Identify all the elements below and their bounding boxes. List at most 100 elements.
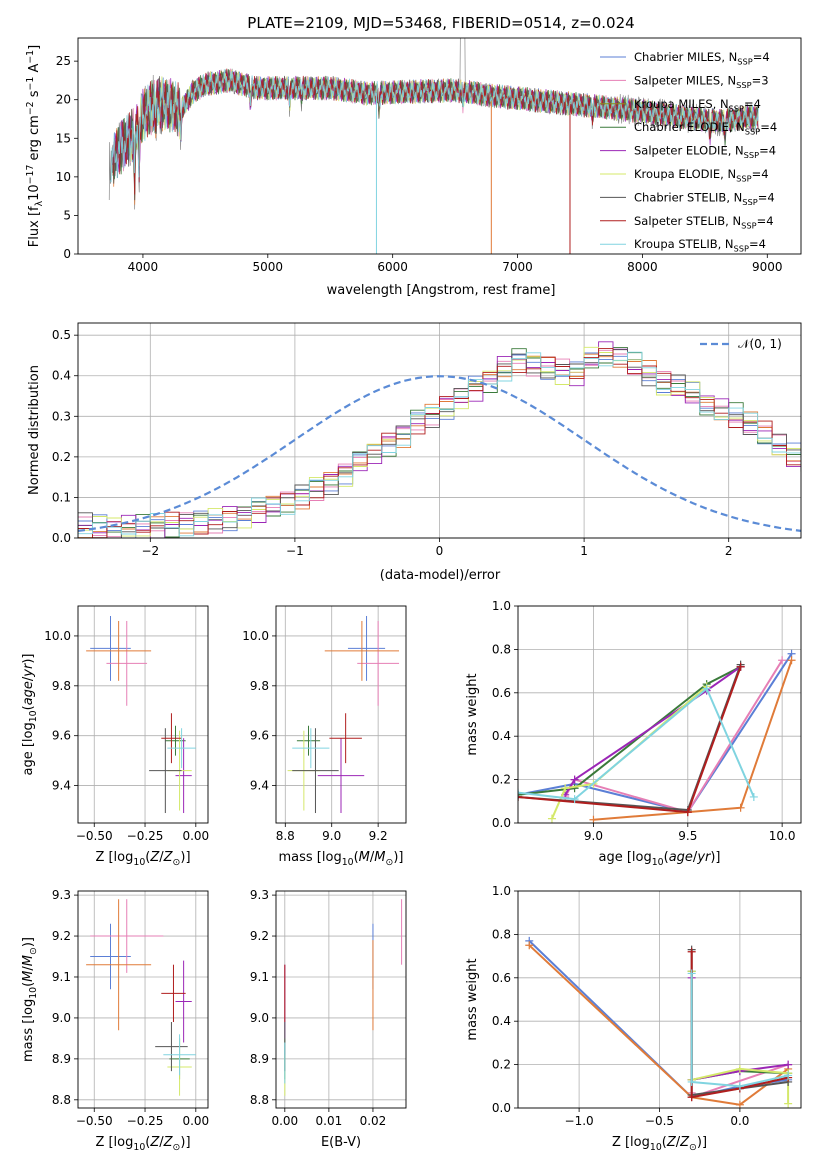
panel-weight_vs_age: 9.0 9.5 10.0 0.0 0.2 0.4 0.6 0.8 1.0 age [log10(a… [465,599,802,868]
x-tick-label: 6000 [377,260,408,274]
y-axis-label: mass weight [465,958,480,1040]
x-tick-label: 0.02 [360,1114,387,1128]
axes-frame [77,322,802,539]
x-tick-label: −1 [286,544,304,558]
weight-marker [784,1099,793,1108]
plot-area [525,936,793,1108]
plot-area [287,615,400,814]
errorbar-point [292,728,339,814]
y-tick-label: 0.4 [492,1014,511,1028]
y-tick-label: 8.8 [52,1093,71,1107]
weight-marker [518,788,522,797]
y-tick-label: 0.0 [492,816,511,830]
errorbar-point [163,1034,196,1076]
weight-series-line [593,659,793,821]
x-axis-label: Z [log10(Z/Z⊙)] [612,1135,707,1153]
x-tick-label: 5000 [253,260,284,274]
histogram-step-line [78,341,801,538]
errorbar-point [317,738,365,814]
y-tick-label: 20 [56,93,71,107]
y-tick-label: 0.5 [52,328,71,342]
x-axis-label: Z [log10(Z/Z⊙)] [95,850,190,868]
y-tick-label: 1.0 [492,599,511,613]
x-tick-label: 8000 [627,260,658,274]
y-tick-label: 10.0 [44,629,71,643]
histogram-legend: 𝒩(0, 1) [700,337,782,351]
y-tick-label: 25 [56,54,71,68]
errorbar-point [86,620,152,681]
figure-title: PLATE=2109, MJD=53468, FIBERID=0514, z=0… [247,14,634,32]
legend-label: Kroupa ELODIE, NSSP=4 [634,167,769,183]
weight-marker [561,784,570,793]
y-tick-label: 9.1 [52,970,71,984]
x-tick-label: 2 [725,544,733,558]
legend-label: 𝒩(0, 1) [738,337,782,351]
legend-label: Kroupa STELIB, NSSP=4 [634,237,766,253]
y-tick-label: 9.1 [250,970,269,984]
x-tick-label: −0.25 [127,1114,164,1128]
legend-label: Salpeter MILES, NSSP=3 [634,73,769,89]
weight-marker [735,1100,744,1108]
panel-mass_vs_Z: −0.50 −0.25 0.00 8.8 8.9 9.0 9.1 9.2 9.3 Z [log10… [21,888,209,1153]
x-tick-label: 9.0 [322,829,341,843]
x-axis-label: mass [log10(M/M⊙)] [279,850,404,868]
y-tick-label: 9.6 [250,729,269,743]
panel-weight_vs_Z: −1.0 −0.5 0.0 0.0 0.2 0.4 0.6 0.8 1.0 Z [log10(Z/… [465,884,802,1153]
spectrum-legend: Chabrier MILES, NSSP=4 Salpeter MILES, NS… [600,50,777,254]
x-axis-label: age [log10(age/yr)] [598,850,720,868]
weight-series-line [518,687,755,801]
y-tick-label: 0.6 [492,686,511,700]
y-tick-label: 9.8 [250,679,269,693]
axes-frame [77,37,802,255]
errorbar-point [90,899,164,973]
axes-frame [77,605,209,824]
weight-marker [784,1071,793,1080]
y-tick-label: 0.2 [492,1058,511,1072]
weight-marker [589,815,598,823]
x-tick-label: 10.0 [769,829,796,843]
histogram-step-line [78,353,801,538]
x-tick-label: 0.00 [182,829,209,843]
weight-marker [736,803,745,812]
panel-spectrum: 4000 5000 6000 7000 8000 9000 0 5 10 15 20 25 Chabri… [25,37,802,298]
x-tick-label: 8.8 [276,829,295,843]
y-tick-label: 0.0 [492,1101,511,1115]
x-tick-label: −1.0 [565,1114,594,1128]
x-tick-label: 9000 [752,260,783,274]
x-tick-label: −0.25 [127,829,164,843]
y-tick-label: 8.9 [52,1052,71,1066]
x-tick-label: 0 [436,544,444,558]
y-tick-label: 9.2 [52,929,71,943]
weight-marker [570,784,579,793]
plot-area [86,899,196,1096]
panel-age_vs_mass: 8.8 9.0 9.2 9.4 9.6 9.8 10.0 mass [log10(M/M⊙)] [242,605,407,868]
x-tick-label: 0.01 [316,1114,343,1128]
y-tick-label: 9.3 [52,888,71,902]
plot-area [284,899,403,1096]
x-axis-label: wavelength [Angstrom, rest frame] [327,283,556,298]
x-tick-label: 1 [580,544,588,558]
errorbar-point [296,725,321,756]
y-axis-label: mass [log10(M/M⊙)] [21,937,39,1062]
plot-area [86,615,196,814]
weight-series-line [690,973,789,1088]
weight-marker [787,656,796,665]
x-tick-label: 0.0 [730,1114,749,1128]
histogram-step-line [78,349,801,538]
errorbar-point [161,964,186,1023]
y-tick-label: 0.4 [52,369,71,383]
x-tick-label: 9.2 [369,829,388,843]
y-tick-label: 0.8 [492,642,511,656]
x-tick-label: 9.0 [584,829,603,843]
y-tick-label: 8.9 [250,1052,269,1066]
y-tick-label: 9.3 [250,888,269,902]
errorbar-point [292,728,330,769]
axes-frame [517,890,802,1109]
legend-label: Kroupa MILES, NSSP=4 [634,97,761,113]
x-tick-label: 7000 [502,260,533,274]
weight-marker [570,795,579,804]
y-tick-label: 8.8 [250,1093,269,1107]
errorbar-point [357,620,400,706]
weight-marker [570,775,579,784]
weight-marker [735,1064,744,1073]
